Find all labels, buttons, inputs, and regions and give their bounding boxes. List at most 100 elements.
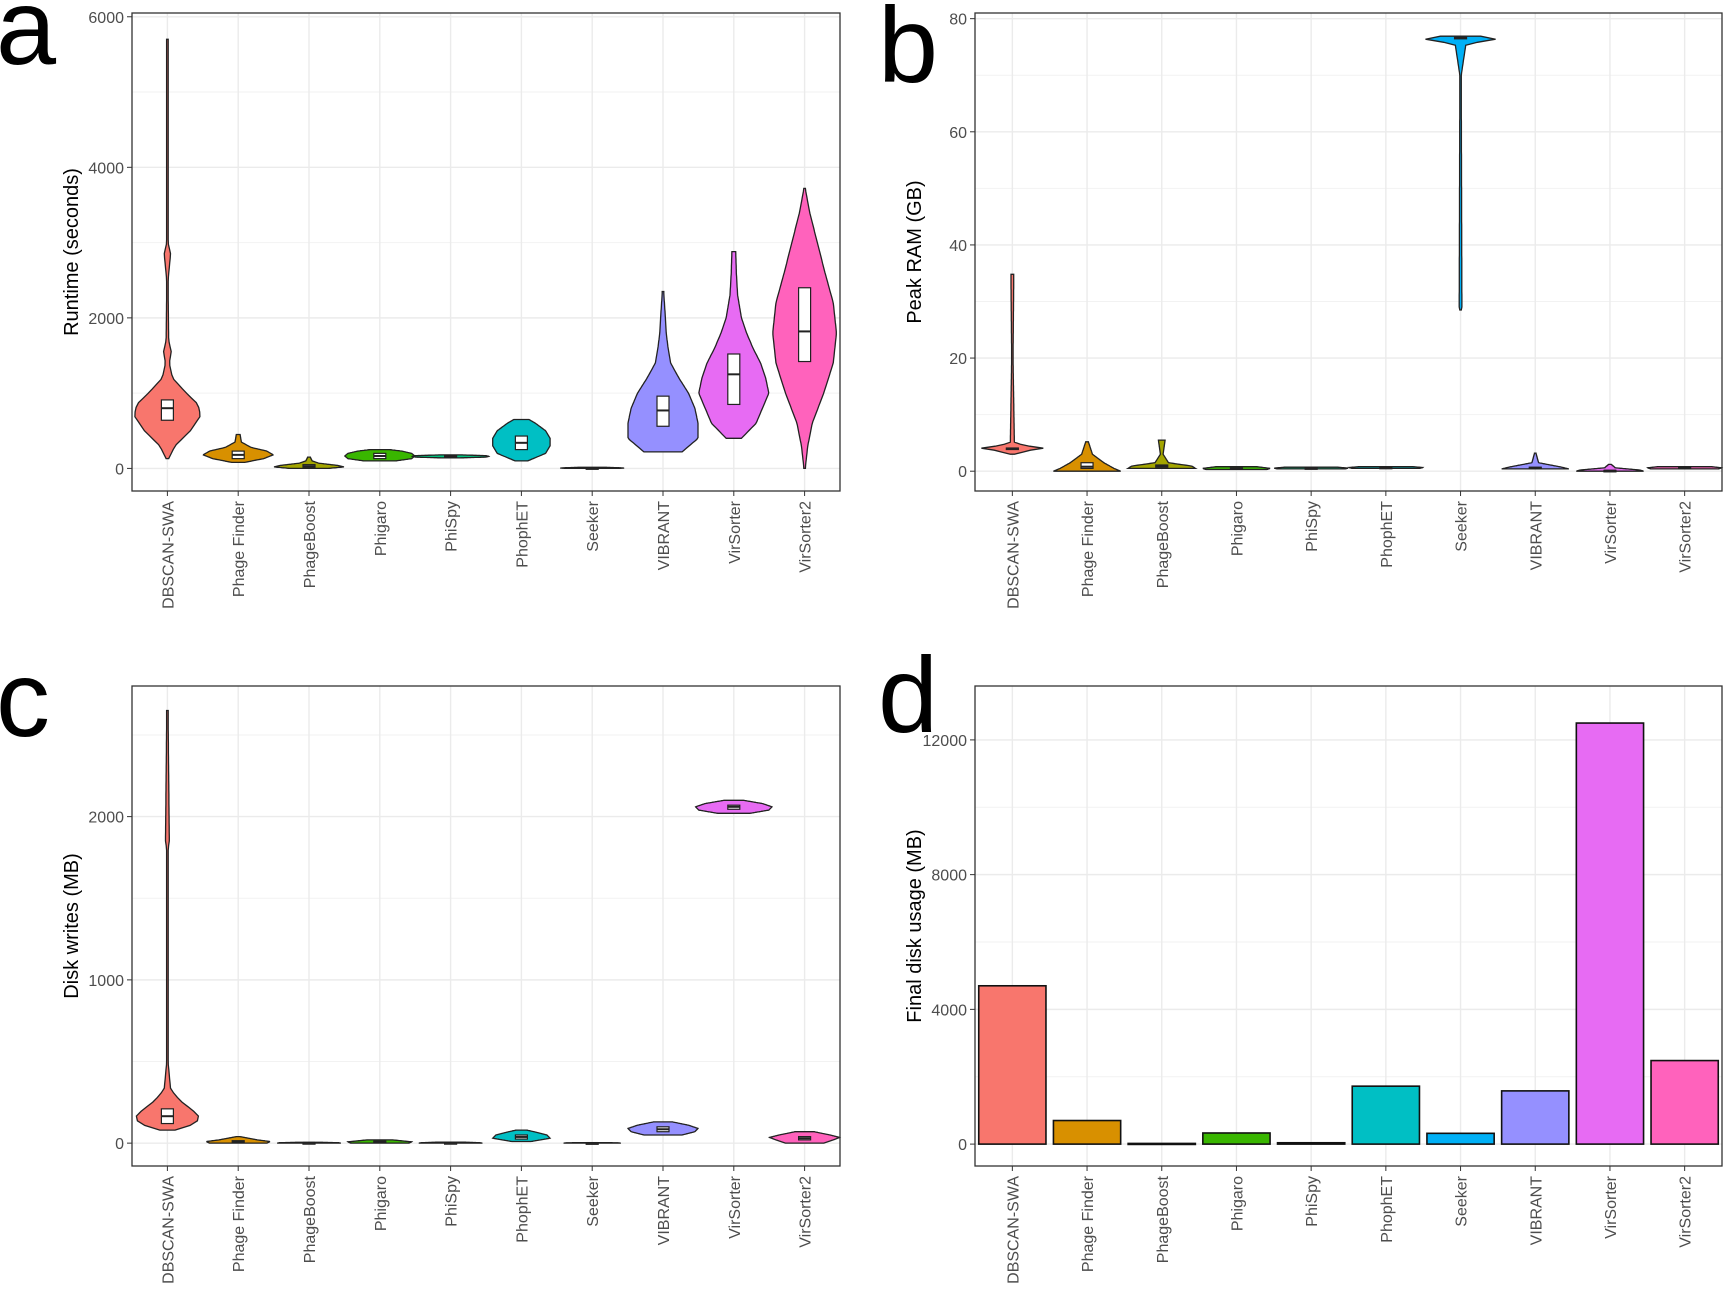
panel-letter-d: d (878, 634, 938, 755)
y-tick-label: 40 (949, 238, 967, 255)
panel-letter-b: b (878, 0, 938, 105)
violin-phage-finder (1053, 441, 1121, 472)
violin-virsorter (698, 250, 770, 439)
panel-border (131, 12, 841, 492)
x-tick-label: DBSCAN-SWA (1005, 1176, 1022, 1284)
bar-vibrant (1500, 1090, 1570, 1145)
x-tick-label: DBSCAN-SWA (160, 1176, 177, 1284)
box-dbscan-swa (160, 399, 174, 421)
y-tick-label: 0 (115, 1136, 124, 1153)
y-tick-label: 6000 (88, 10, 124, 27)
panel-border (974, 685, 1723, 1167)
y-tick-label: 1000 (88, 973, 124, 990)
violin-phageboost (273, 456, 345, 470)
x-tick-label: Seeker (585, 1175, 602, 1226)
x-tick-label: VirSorter2 (1678, 501, 1695, 573)
violin-seeker (1425, 35, 1496, 311)
x-tick-label: DBSCAN-SWA (160, 501, 177, 609)
violin-vibrant (1501, 452, 1569, 470)
x-tick-label: VirSorter2 (1678, 1176, 1695, 1248)
panel-d-final-disk-usage: 0 4000 8000 12000 DBSCAN-SWA Phage Finder Phag… (904, 685, 1723, 1284)
plot-background (975, 13, 1722, 491)
y-tick-label: 20 (949, 351, 967, 368)
x-tick-label: PhageBoost (1155, 1175, 1172, 1263)
x-tick-label: PhiSpy (1304, 501, 1321, 552)
x-tick-label: VirSorter (727, 500, 744, 564)
y-tick-label: 0 (115, 461, 124, 478)
violin-dbscan-swa (135, 709, 200, 1131)
x-tick-label: DBSCAN-SWA (1005, 501, 1022, 609)
x-tick-label: VirSorter2 (798, 1176, 815, 1248)
x-tick-label: PhageBoost (302, 1175, 319, 1263)
violin-vibrant (627, 290, 699, 453)
x-tick-label: VirSorter (1603, 1175, 1620, 1239)
y-tick-label: 2000 (88, 311, 124, 328)
panel-border (131, 685, 841, 1167)
y-tick-label: 8000 (931, 868, 967, 885)
x-tick-label: PhiSpy (1304, 1176, 1321, 1227)
panel-border (974, 12, 1723, 492)
x-tick-label: PhiSpy (444, 1176, 461, 1227)
bar-phage-finder (1052, 1119, 1122, 1145)
x-tick-label: VirSorter2 (798, 501, 815, 573)
bar-seeker (1426, 1132, 1495, 1145)
y-tick-label: 12000 (923, 733, 968, 750)
panel-c-disk-writes: 0 1000 2000 DBSCAN-SWA Phage Finder PhageBoos… (61, 685, 842, 1284)
x-tick-label: PhophET (1379, 501, 1396, 568)
x-tick-label: Phigaro (373, 501, 390, 556)
box-virsorter2 (797, 287, 812, 363)
x-tick-label: Phage Finder (1080, 1175, 1097, 1272)
plot-background (132, 686, 840, 1166)
panel-a-runtime: 0 2000 4000 6000 DBSCAN-SWA Phage Finder Phage… (61, 10, 841, 609)
panel-letter-a: a (0, 0, 57, 87)
panel-b-peak-ram: 0 20 40 60 80 DBSCAN-SWA Phage Finder PhageBoos… (904, 12, 1724, 609)
x-tick-label: Phage Finder (1080, 500, 1097, 597)
x-tick-label: Phage Finder (231, 1175, 248, 1272)
violin-phageboost (1125, 439, 1198, 470)
x-tick-label: PhophET (514, 1176, 531, 1243)
bar-virsorter2 (1650, 1059, 1720, 1145)
y-axis-title: Peak RAM (GB) (904, 180, 926, 323)
x-tick-label: PhageBoost (302, 500, 319, 588)
x-tick-label: Seeker (585, 500, 602, 551)
x-tick-label: Seeker (1454, 500, 1471, 551)
y-axis-title: Runtime (seconds) (61, 168, 83, 336)
x-tick-label: PhageBoost (1155, 500, 1172, 588)
violin-dbscan-swa (981, 273, 1044, 455)
x-tick-label: VirSorter (1603, 500, 1620, 564)
x-tick-label: Phigaro (373, 1176, 390, 1231)
y-tick-label: 0 (958, 1137, 967, 1154)
panel-letter-c: c (0, 638, 50, 759)
x-tick-label: Phigaro (1229, 1176, 1246, 1231)
x-tick-label: VIBRANT (1528, 1176, 1545, 1246)
bar-virsorter (1575, 722, 1645, 1145)
bar-phispy (1276, 1141, 1346, 1145)
bar-dbscan-swa (977, 984, 1047, 1145)
x-tick-label: Phigaro (1229, 501, 1246, 556)
x-tick-label: Phage Finder (231, 500, 248, 597)
y-tick-label: 80 (949, 12, 967, 29)
y-tick-label: 4000 (931, 1002, 967, 1019)
x-tick-label: PhophET (1379, 1176, 1396, 1243)
violin-virsorter (1576, 463, 1644, 472)
x-tick-label: VirSorter (727, 1175, 744, 1239)
bar-phageboost (1127, 1142, 1197, 1146)
box-virsorter (727, 353, 741, 406)
y-tick-label: 4000 (88, 160, 124, 177)
x-tick-label: Seeker (1454, 1175, 1471, 1226)
y-tick-label: 0 (958, 464, 967, 481)
x-tick-label: VIBRANT (1528, 501, 1545, 571)
box-phage-finder (1080, 462, 1094, 469)
y-tick-label: 60 (949, 125, 967, 142)
violin-dbscan-swa (134, 38, 201, 460)
x-tick-label: PhophET (514, 501, 531, 568)
violin-phage-finder (206, 1135, 271, 1144)
bar-phophet (1351, 1085, 1421, 1145)
violin-phage-finder (202, 433, 274, 464)
bar-phigaro (1202, 1132, 1271, 1145)
y-axis-title: Disk writes (MB) (61, 853, 83, 999)
x-tick-label: PhiSpy (444, 501, 461, 552)
y-axis-title: Final disk usage (MB) (904, 829, 926, 1022)
x-tick-label: VIBRANT (656, 501, 673, 571)
